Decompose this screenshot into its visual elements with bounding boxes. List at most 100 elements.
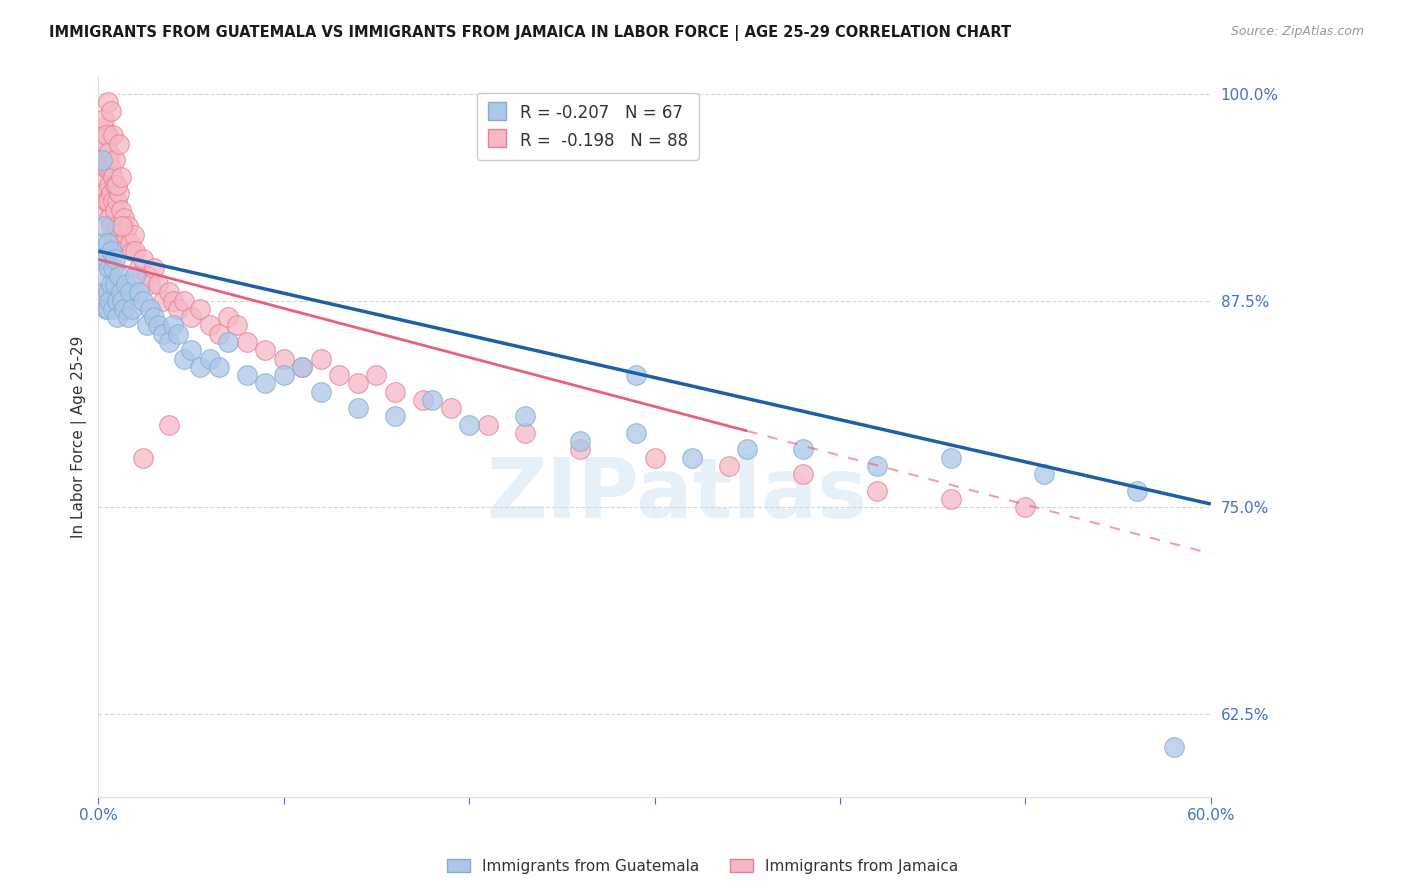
Point	[143, 260, 166, 275]
Point	[104, 153, 127, 167]
Point	[100, 277, 122, 292]
Point	[111, 219, 134, 234]
Point	[98, 153, 121, 167]
Point	[188, 301, 211, 316]
Point	[105, 310, 128, 325]
Point	[105, 293, 128, 308]
Point	[162, 318, 184, 333]
Text: ZIPatlas: ZIPatlas	[486, 454, 868, 535]
Point	[93, 112, 115, 126]
Point	[513, 425, 536, 440]
Point	[273, 368, 295, 382]
Point	[157, 285, 180, 300]
Point	[254, 376, 277, 391]
Point	[146, 277, 169, 292]
Point	[1125, 483, 1147, 498]
Point	[97, 128, 120, 143]
Legend: Immigrants from Guatemala, Immigrants from Jamaica: Immigrants from Guatemala, Immigrants fr…	[441, 853, 965, 880]
Point	[167, 301, 190, 316]
Point	[104, 277, 127, 292]
Point	[440, 401, 463, 416]
Point	[91, 153, 114, 167]
Point	[624, 425, 647, 440]
Point	[122, 227, 145, 242]
Point	[89, 186, 111, 201]
Point	[180, 343, 202, 358]
Point	[167, 326, 190, 341]
Point	[89, 153, 111, 167]
Point	[93, 268, 115, 283]
Point	[105, 219, 128, 234]
Point	[135, 268, 157, 283]
Point	[100, 186, 122, 201]
Point	[152, 293, 174, 308]
Point	[91, 202, 114, 217]
Point	[477, 417, 499, 432]
Point	[110, 285, 132, 300]
Point	[103, 301, 125, 316]
Point	[100, 219, 122, 234]
Point	[735, 442, 758, 457]
Point	[139, 301, 162, 316]
Point	[143, 310, 166, 325]
Point	[941, 450, 963, 465]
Point	[124, 244, 146, 258]
Point	[198, 318, 221, 333]
Point	[112, 301, 135, 316]
Point	[91, 169, 114, 184]
Point	[104, 235, 127, 250]
Point	[97, 301, 120, 316]
Point	[412, 392, 434, 407]
Point	[328, 368, 350, 382]
Point	[226, 318, 249, 333]
Point	[93, 219, 115, 234]
Point	[93, 186, 115, 201]
Legend: R = -0.207   N = 67, R =  -0.198   N = 88: R = -0.207 N = 67, R = -0.198 N = 88	[477, 93, 699, 160]
Point	[118, 285, 141, 300]
Point	[104, 178, 127, 192]
Point	[103, 227, 125, 242]
Point	[91, 235, 114, 250]
Point	[97, 161, 120, 176]
Point	[569, 442, 592, 457]
Point	[94, 128, 117, 143]
Point	[100, 244, 122, 258]
Point	[105, 178, 128, 192]
Point	[93, 120, 115, 134]
Point	[157, 334, 180, 349]
Point	[644, 450, 666, 465]
Point	[124, 268, 146, 283]
Point	[513, 409, 536, 424]
Point	[94, 136, 117, 151]
Point	[107, 136, 129, 151]
Point	[103, 260, 125, 275]
Point	[792, 442, 814, 457]
Point	[273, 351, 295, 366]
Point	[1163, 740, 1185, 755]
Point	[347, 376, 370, 391]
Point	[146, 318, 169, 333]
Point	[188, 359, 211, 374]
Point	[91, 136, 114, 151]
Point	[309, 351, 332, 366]
Point	[104, 202, 127, 217]
Point	[152, 326, 174, 341]
Point	[97, 95, 120, 110]
Point	[291, 359, 314, 374]
Point	[107, 268, 129, 283]
Point	[208, 326, 231, 341]
Point	[107, 186, 129, 201]
Point	[98, 260, 121, 275]
Point	[624, 368, 647, 382]
Point	[132, 252, 155, 267]
Point	[117, 219, 139, 234]
Point	[104, 252, 127, 267]
Point	[173, 351, 195, 366]
Point	[135, 318, 157, 333]
Point	[384, 384, 406, 399]
Point	[121, 244, 143, 258]
Point	[347, 401, 370, 416]
Point	[98, 293, 121, 308]
Point	[208, 359, 231, 374]
Point	[309, 384, 332, 399]
